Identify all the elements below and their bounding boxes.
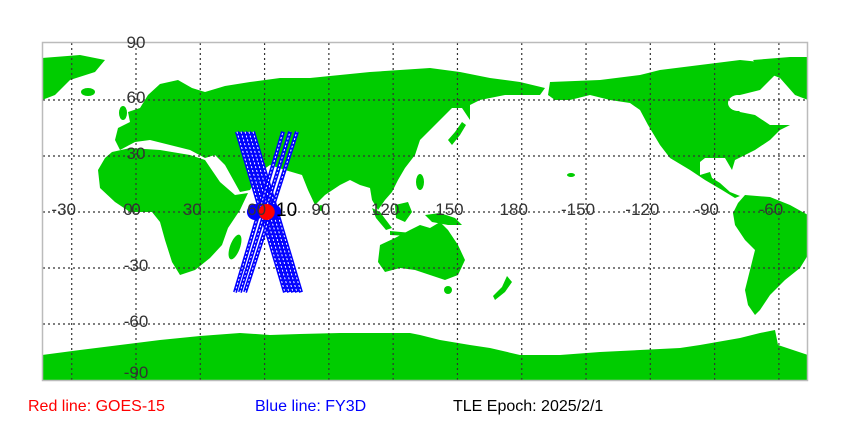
legend-blue-line: Blue line: FY3D bbox=[255, 398, 367, 415]
longitude-label: -60 bbox=[759, 200, 784, 219]
longitude-label: 180 bbox=[500, 200, 528, 219]
longitude-label: 60 bbox=[247, 200, 266, 219]
hudson-bay bbox=[728, 95, 748, 111]
landmasses bbox=[42, 55, 808, 381]
satellite-markers bbox=[246, 204, 282, 220]
greenland-east bbox=[753, 57, 808, 100]
new-zealand bbox=[493, 276, 512, 300]
latitude-label: 0 bbox=[131, 200, 140, 219]
latitude-label: 30 bbox=[127, 144, 146, 163]
antarctica bbox=[42, 330, 808, 381]
madagascar bbox=[228, 234, 242, 260]
longitude-label: -90 bbox=[694, 200, 719, 219]
longitude-label: 90 bbox=[311, 200, 330, 219]
greenland-west bbox=[42, 55, 105, 100]
longitude-label: -120 bbox=[625, 200, 659, 219]
north-america bbox=[548, 60, 790, 198]
hawaii bbox=[567, 173, 575, 177]
longitude-label: -150 bbox=[561, 200, 595, 219]
philippines bbox=[416, 174, 424, 190]
eurasia bbox=[115, 68, 545, 210]
legend-tle-epoch: TLE Epoch: 2025/2/1 bbox=[453, 398, 604, 415]
latitude-label: -60 bbox=[124, 312, 149, 331]
sri-lanka bbox=[319, 205, 323, 211]
latitude-label: -30 bbox=[124, 256, 149, 275]
longitude-label: 30 bbox=[183, 200, 202, 219]
great-britain bbox=[119, 106, 127, 120]
longitude-label: 120 bbox=[371, 200, 399, 219]
longitude-label: 150 bbox=[435, 200, 463, 219]
sumatra bbox=[372, 208, 392, 230]
map-frame bbox=[41, 41, 809, 382]
tasmania bbox=[444, 286, 452, 294]
marker-label: 10 bbox=[276, 200, 297, 221]
iceland bbox=[81, 88, 95, 96]
legend-red-line: Red line: GOES-15 bbox=[28, 398, 165, 415]
australia bbox=[378, 222, 465, 280]
satellite-position-marker bbox=[246, 204, 263, 220]
latitude-label: 60 bbox=[127, 88, 146, 107]
latitude-label: -90 bbox=[124, 363, 149, 382]
longitude-label: -30 bbox=[51, 200, 76, 219]
latitude-label: 90 bbox=[127, 33, 146, 52]
new-guinea bbox=[425, 213, 462, 225]
south-america bbox=[733, 195, 808, 315]
graticule-labels: 90 60 30 0 -30 -60 -90 -30 0 30 60 90 120 150 180 -150 -… bbox=[51, 33, 783, 382]
graticule bbox=[43, 43, 807, 380]
satellite-position-marker bbox=[258, 204, 275, 220]
java bbox=[390, 231, 412, 236]
longitude-label: 0 bbox=[123, 200, 132, 219]
